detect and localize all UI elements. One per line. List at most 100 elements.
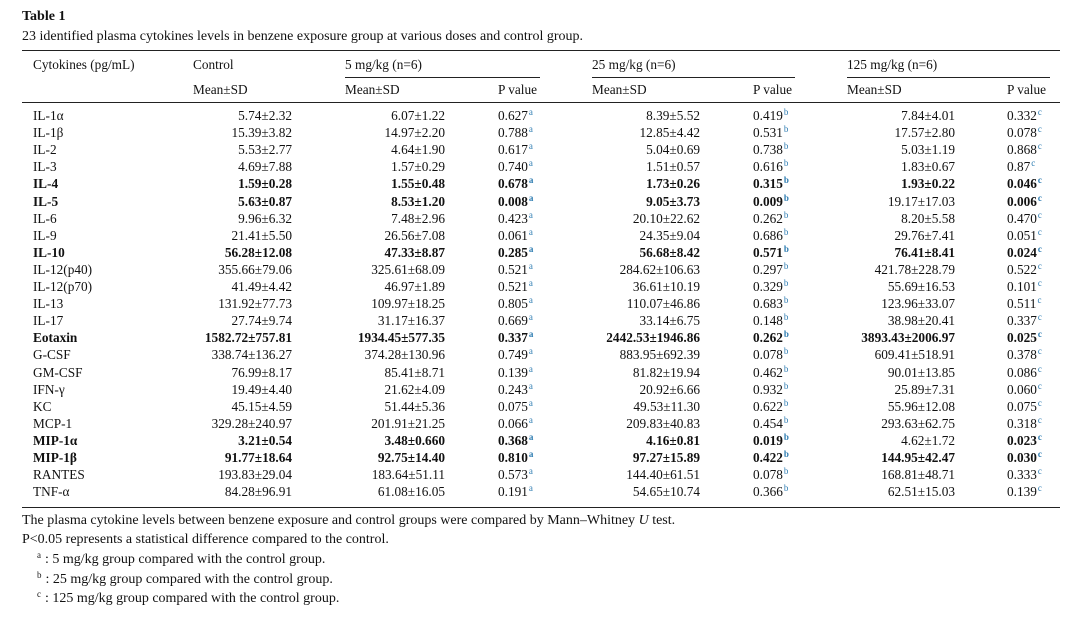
cell-text: 131.92±77.73	[218, 296, 292, 312]
table-cell: 0.422b	[753, 450, 789, 466]
table-cell: 27.74±9.74	[232, 313, 293, 329]
cell-text: 8.39±5.52	[646, 108, 700, 123]
p-mark: b	[783, 466, 789, 477]
table-cell: 20.10±22.62	[633, 211, 700, 227]
cell-text: 0.315	[753, 176, 783, 192]
table-cell: 0.616b	[753, 159, 788, 175]
row-label: IL-4	[33, 176, 58, 192]
table-cell: 54.65±10.74	[633, 484, 700, 500]
table-cell: 0.462b	[753, 364, 788, 381]
table-cell: 0.030c	[1007, 450, 1042, 466]
p-mark: a	[528, 192, 534, 203]
row-label: MIP-1α	[33, 433, 77, 449]
row-label: Eotaxin	[33, 330, 77, 346]
cell-text: 85.41±8.71	[384, 364, 446, 380]
table-cell: 36.61±10.19	[633, 279, 700, 295]
column-header: Control	[193, 57, 234, 72]
cell-text: 97.27±15.89	[632, 450, 700, 465]
cell-text: 1.73±0.26	[646, 176, 700, 192]
table-cell: 609.41±518.91	[875, 347, 955, 363]
p-mark: b	[783, 329, 789, 340]
row-label: MCP-1	[33, 416, 72, 432]
sub-header: P value	[753, 82, 793, 97]
cell-text: 0.025	[1007, 330, 1037, 346]
p-mark: c	[1037, 243, 1042, 254]
cell-text: 5.74±2.32	[238, 108, 292, 123]
table-cell: 85.41±8.71	[385, 365, 446, 381]
cell-text: IL-1β	[33, 125, 64, 141]
p-mark: c	[1037, 260, 1042, 271]
p-mark: a	[528, 141, 533, 152]
table-cell: 0.932b	[753, 381, 788, 398]
table-cell: 0.078b	[753, 467, 788, 483]
p-mark: a	[528, 209, 533, 220]
table-cell: 51.44±5.36	[385, 399, 446, 415]
cell-text: 0.023	[1007, 432, 1037, 448]
p-mark: a	[528, 449, 534, 459]
cell-text: 0.019	[753, 432, 783, 448]
cell-text: 49.53±11.30	[633, 398, 700, 414]
cell-text: 1582.72±757.81	[204, 330, 292, 346]
p-mark: b	[783, 449, 789, 459]
cell-text: 5.63±0.87	[238, 193, 292, 209]
cell-text: 0.008	[498, 193, 528, 209]
p-mark: c	[1037, 363, 1042, 374]
cell-text: 0.627	[498, 108, 528, 123]
table-cell: 8.20±5.58	[901, 211, 955, 227]
cell-text: 193.83±29.04	[218, 467, 292, 483]
cell-text: 61.08±16.05	[377, 484, 445, 500]
table-cell: 0.019b	[753, 432, 789, 449]
table-cell: 55.69±16.53	[888, 279, 955, 295]
table-cell: 0.337c	[1007, 313, 1042, 329]
cell-text: 0.061	[498, 227, 528, 243]
cell-text: 110.07±46.86	[626, 296, 700, 312]
note-test: The plasma cytokine levels between benze…	[22, 513, 675, 529]
table-cell: 0.423a	[498, 209, 533, 227]
table-cell: 61.08±16.05	[378, 484, 445, 500]
p-mark: c	[1037, 175, 1042, 186]
cell-text: 0.086	[1007, 364, 1037, 380]
note-significance: P<0.05 represents a statistical differen…	[22, 532, 389, 547]
cell-text: 2442.53±1946.86	[606, 330, 700, 346]
p-mark: a	[528, 243, 534, 254]
table-cell: 1.51±0.57	[646, 159, 700, 175]
table-cell: 41.49±4.42	[232, 279, 293, 295]
cell-text: 62.51±15.03	[887, 484, 955, 500]
cell-text: 338.74±136.27	[211, 347, 292, 363]
cell-text: 0.531	[753, 125, 783, 141]
cell-text: 7.84±4.01	[901, 108, 955, 123]
cell-text: 0.366	[753, 484, 783, 500]
table-cell: 0.740a	[498, 159, 533, 175]
cell-text: 24.35±9.04	[639, 227, 701, 243]
top-rule	[22, 50, 1060, 51]
cell-text: 0.066	[498, 415, 528, 431]
cell-text: 0.749	[498, 347, 528, 363]
cell-text: 21.62±4.09	[384, 381, 446, 397]
bottom-rule	[22, 507, 1060, 508]
cell-text: 0.243	[498, 381, 528, 397]
cell-text: 0.262	[753, 210, 783, 226]
cell-text: 76.99±8.17	[231, 364, 293, 380]
cell-text: 883.95±692.39	[619, 347, 700, 363]
table-cell: 21.41±5.50	[232, 228, 293, 244]
cell-text: 19.17±17.03	[887, 193, 955, 209]
cell-text: 3.21±0.54	[238, 432, 292, 448]
table-cell: 97.27±15.89	[633, 450, 700, 466]
table-cell: 0.078c	[1007, 125, 1042, 141]
table-cell: 91.77±18.64	[225, 450, 292, 466]
cell-text: 91.77±18.64	[224, 450, 292, 465]
footnote: c: 125 mg/kg group compared with the con…	[36, 590, 339, 607]
table-cell: 883.95±692.39	[620, 347, 700, 363]
p-mark: a	[528, 380, 533, 391]
table-cell: 0.024c	[1007, 243, 1042, 261]
cell-text: 4.62±1.72	[901, 432, 955, 448]
table-cell: 0.686b	[753, 227, 788, 244]
table-cell: 92.75±14.40	[378, 450, 445, 466]
table-cell: 8.53±1.20	[391, 194, 445, 210]
p-mark: c	[1037, 295, 1042, 306]
table-cell: 6.07±1.22	[391, 108, 445, 124]
table-cell: 168.81±48.71	[881, 467, 955, 483]
table-cell: 201.91±21.25	[371, 416, 445, 432]
p-mark: a	[528, 466, 533, 477]
